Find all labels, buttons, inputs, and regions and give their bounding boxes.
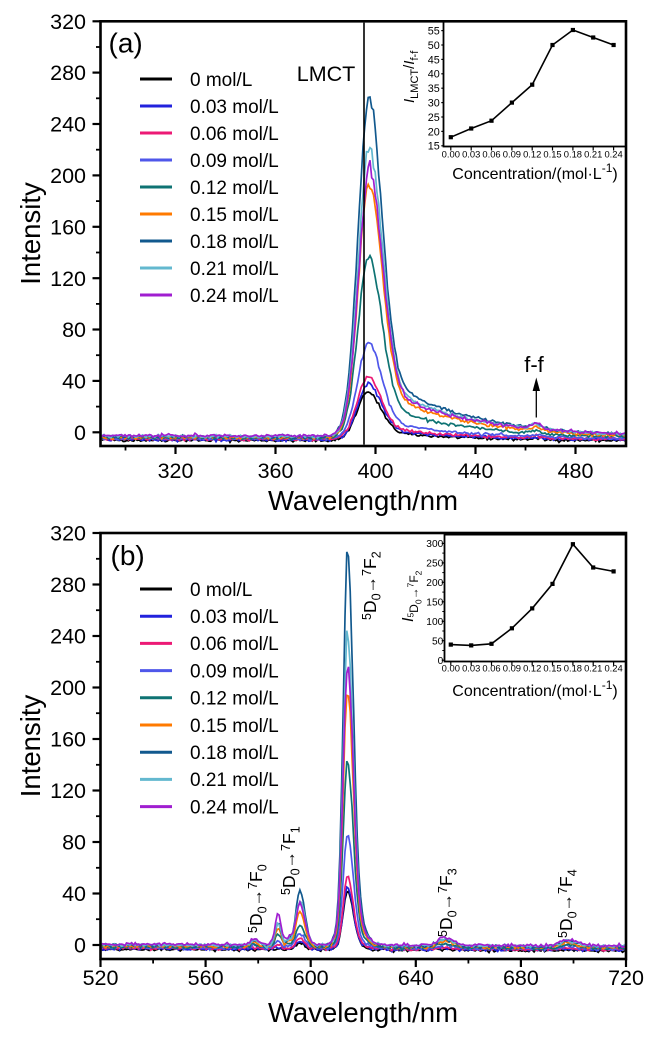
svg-text:480: 480 (558, 459, 594, 483)
svg-text:(b): (b) (111, 540, 145, 571)
svg-text:80: 80 (62, 831, 86, 855)
svg-text:200: 200 (50, 676, 86, 700)
svg-text:0.18 mol/L: 0.18 mol/L (190, 743, 279, 764)
svg-text:0.06 mol/L: 0.06 mol/L (190, 124, 279, 145)
svg-text:LMCT: LMCT (297, 62, 356, 86)
svg-text:0.12: 0.12 (523, 663, 541, 674)
svg-text:0.09 mol/L: 0.09 mol/L (190, 661, 279, 682)
svg-text:0.00: 0.00 (442, 663, 460, 674)
svg-text:0.15 mol/L: 0.15 mol/L (190, 716, 279, 737)
svg-text:0.09: 0.09 (503, 663, 521, 674)
svg-text:40: 40 (62, 370, 86, 394)
svg-text:0.15: 0.15 (543, 149, 561, 160)
svg-text:0: 0 (74, 421, 86, 445)
svg-text:Wavelength/nm: Wavelength/nm (268, 485, 458, 516)
svg-text:0.09: 0.09 (503, 149, 521, 160)
svg-text:0.18 mol/L: 0.18 mol/L (190, 232, 279, 253)
svg-text:I5D0→7F2: I5D0→7F2 (400, 570, 424, 622)
svg-text:320: 320 (158, 459, 194, 483)
svg-text:Intensity: Intensity (15, 182, 46, 285)
svg-text:45: 45 (428, 54, 440, 66)
svg-text:(a): (a) (109, 28, 143, 59)
svg-text:f-f: f-f (524, 352, 544, 377)
svg-text:0 mol/L: 0 mol/L (190, 580, 252, 601)
svg-text:Concentration/(mol·L-1): Concentration/(mol·L-1) (452, 161, 617, 183)
svg-text:120: 120 (50, 267, 86, 291)
svg-text:ILMCT/If-f: ILMCT/If-f (401, 50, 421, 103)
svg-text:200: 200 (426, 578, 443, 589)
svg-text:35: 35 (428, 83, 440, 95)
svg-text:240: 240 (50, 113, 86, 137)
svg-text:0.24 mol/L: 0.24 mol/L (190, 797, 279, 818)
svg-text:120: 120 (50, 779, 86, 803)
svg-text:5D0→7F4: 5D0→7F4 (556, 869, 580, 938)
svg-text:150: 150 (426, 598, 443, 609)
svg-text:0.12: 0.12 (523, 149, 541, 160)
svg-text:40: 40 (428, 69, 440, 81)
svg-text:0.15: 0.15 (543, 663, 561, 674)
svg-text:0: 0 (74, 934, 86, 958)
svg-text:0.18: 0.18 (564, 663, 582, 674)
svg-text:0.21 mol/L: 0.21 mol/L (190, 770, 279, 791)
svg-text:50: 50 (428, 40, 440, 52)
svg-text:320: 320 (50, 10, 86, 34)
svg-text:360: 360 (258, 459, 294, 483)
svg-text:0.03: 0.03 (462, 663, 480, 674)
svg-text:0.24: 0.24 (604, 149, 622, 160)
svg-text:0.06: 0.06 (482, 663, 500, 674)
svg-text:400: 400 (358, 459, 394, 483)
svg-text:Concentration/(mol·L-1): Concentration/(mol·L-1) (452, 678, 617, 700)
svg-text:Wavelength/nm: Wavelength/nm (268, 997, 458, 1028)
svg-text:20: 20 (428, 126, 440, 138)
svg-text:5D0→7F3: 5D0→7F3 (436, 868, 460, 937)
svg-text:0.15 mol/L: 0.15 mol/L (190, 205, 279, 226)
svg-text:5D0→7F2: 5D0→7F2 (360, 551, 384, 620)
svg-text:720: 720 (608, 966, 644, 990)
svg-text:0.09 mol/L: 0.09 mol/L (190, 151, 279, 172)
svg-text:0.21 mol/L: 0.21 mol/L (190, 259, 279, 280)
svg-text:280: 280 (50, 61, 86, 85)
svg-text:520: 520 (83, 966, 119, 990)
svg-text:0: 0 (438, 656, 444, 667)
svg-text:600: 600 (293, 966, 329, 990)
svg-text:250: 250 (426, 559, 443, 570)
svg-text:300: 300 (426, 539, 443, 550)
svg-text:0.03 mol/L: 0.03 mol/L (190, 607, 279, 628)
svg-text:320: 320 (50, 522, 86, 546)
svg-text:680: 680 (503, 966, 539, 990)
svg-text:560: 560 (188, 966, 224, 990)
svg-text:0.21: 0.21 (584, 149, 602, 160)
svg-text:280: 280 (50, 573, 86, 597)
svg-text:0.18: 0.18 (564, 149, 582, 160)
svg-text:0.03: 0.03 (462, 149, 480, 160)
svg-text:0.21: 0.21 (584, 663, 602, 674)
svg-text:Intensity: Intensity (15, 695, 46, 798)
svg-text:0.12 mol/L: 0.12 mol/L (190, 689, 279, 710)
svg-text:160: 160 (50, 728, 86, 752)
svg-text:80: 80 (62, 318, 86, 342)
svg-text:440: 440 (458, 459, 494, 483)
svg-text:25: 25 (428, 112, 440, 124)
svg-text:0.00: 0.00 (442, 149, 460, 160)
svg-text:0 mol/L: 0 mol/L (190, 70, 252, 91)
svg-text:0.12 mol/L: 0.12 mol/L (190, 178, 279, 199)
svg-text:240: 240 (50, 625, 86, 649)
svg-text:0.24: 0.24 (604, 663, 622, 674)
svg-text:160: 160 (50, 215, 86, 239)
svg-text:0.06: 0.06 (482, 149, 500, 160)
svg-text:200: 200 (50, 164, 86, 188)
svg-text:0.03 mol/L: 0.03 mol/L (190, 97, 279, 118)
svg-text:30: 30 (428, 98, 440, 110)
svg-text:50: 50 (432, 636, 444, 647)
svg-text:15: 15 (428, 141, 440, 153)
svg-text:640: 640 (398, 966, 434, 990)
svg-text:5D0→7F1: 5D0→7F1 (279, 826, 303, 895)
svg-text:100: 100 (426, 617, 443, 628)
svg-text:0.24 mol/L: 0.24 mol/L (190, 286, 279, 307)
svg-text:0.06 mol/L: 0.06 mol/L (190, 634, 279, 655)
svg-text:40: 40 (62, 882, 86, 906)
svg-text:55: 55 (428, 26, 440, 38)
svg-text:5D0→7F0: 5D0→7F0 (246, 864, 270, 933)
